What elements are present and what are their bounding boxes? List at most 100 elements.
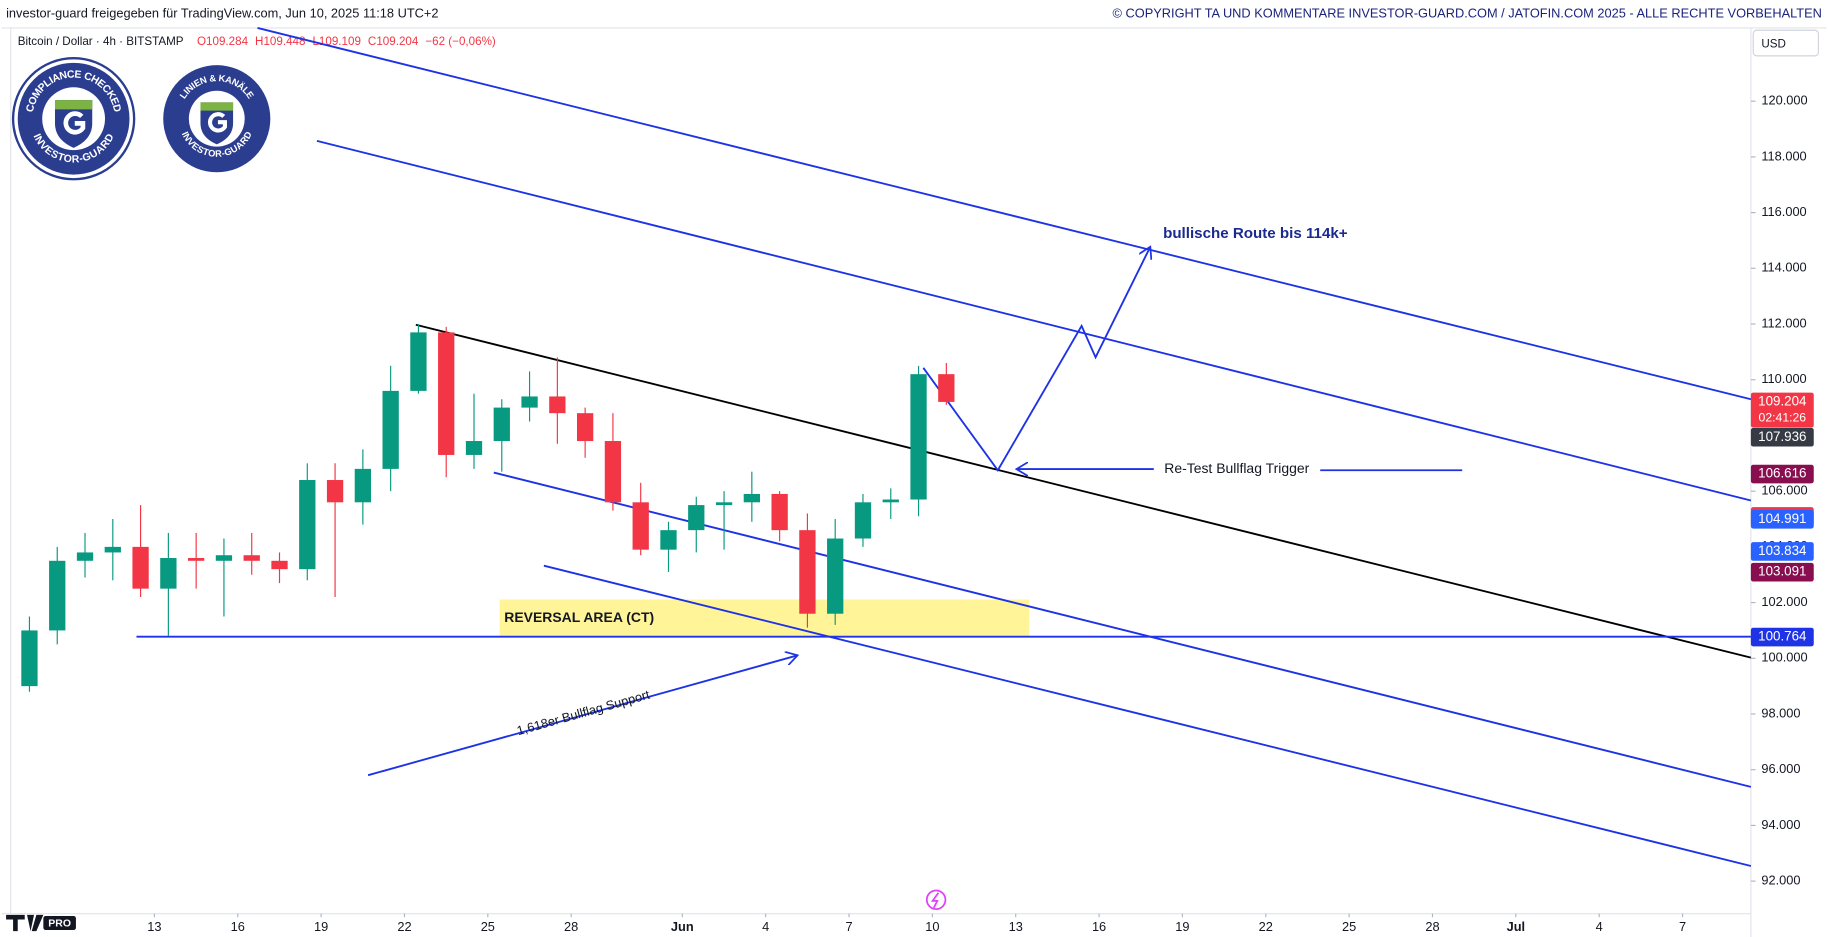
candle-body — [827, 538, 844, 614]
price-tag — [1750, 627, 1814, 647]
x-tick-label: 10 — [925, 919, 939, 934]
channel-line — [316, 139, 1752, 502]
candle-body — [493, 407, 510, 442]
y-tick-label: 102.000 — [1761, 594, 1807, 609]
candle-body — [299, 480, 316, 570]
candle-body — [688, 505, 705, 531]
y-tick-label: 114.000 — [1761, 260, 1806, 275]
x-tick-label: 19 — [1175, 919, 1189, 934]
candle-body — [354, 468, 372, 503]
y-tick-label: 106.000 — [1761, 483, 1807, 498]
price-tag-label: 109.204 — [1758, 393, 1807, 408]
candle-body — [49, 560, 66, 631]
event-icon — [925, 889, 947, 910]
candle-body — [465, 441, 483, 455]
x-tick-label: 22 — [397, 919, 411, 934]
countdown: 02:41:26 — [1759, 410, 1807, 424]
route-path — [922, 247, 1150, 472]
x-tick-label: 4 — [762, 919, 769, 934]
y-tick-label: 92.000 — [1761, 873, 1800, 888]
candle-body — [715, 502, 733, 506]
candle-body — [771, 493, 788, 531]
ohlc-value: C109.204 — [368, 35, 419, 48]
legend: Bitcoin / Dollar · 4h · BITSTAMP O109.28… — [18, 35, 496, 48]
candle-body — [938, 374, 955, 402]
ohlc-value: −62 (−0,06%) — [425, 35, 496, 48]
x-tick-label: 13 — [1009, 919, 1023, 934]
candle-body — [910, 374, 927, 500]
candle-body — [743, 493, 760, 503]
candle-body — [104, 546, 121, 553]
annotation: 1,618er Bullflag Support — [515, 687, 652, 738]
currency-box — [1752, 29, 1819, 57]
x-tick-label: 25 — [481, 919, 495, 934]
x-tick-label: 4 — [1596, 919, 1603, 934]
price-tag-label: 104.991 — [1758, 511, 1806, 526]
y-tick-label: 96.000 — [1761, 761, 1800, 776]
price-tag — [1750, 464, 1814, 484]
reversal-zone — [499, 599, 1030, 637]
candle-body — [215, 555, 233, 561]
x-tick-label: 25 — [1342, 919, 1356, 934]
plot — [21, 324, 955, 692]
candle-body — [76, 552, 94, 561]
candle-body — [854, 502, 872, 539]
badge: LINIEN & KANÄLE INVESTOR-GUARD — [163, 65, 271, 173]
annotation: REVERSAL AREA (CT) — [504, 609, 654, 625]
y-tick-label: 120.000 — [1761, 93, 1807, 108]
price-tag — [1750, 392, 1814, 428]
support-arrow — [367, 655, 798, 777]
price-tag-label: 103.091 — [1758, 564, 1806, 579]
header-left: investor-guard freigegeben für TradingVi… — [6, 5, 438, 20]
channel-line — [257, 27, 1752, 401]
price-tag — [1750, 427, 1814, 447]
candle-body — [382, 390, 399, 469]
pro-badge — [43, 916, 76, 931]
candle-body — [132, 546, 149, 589]
x-tick-label: 13 — [147, 919, 161, 934]
symbol: Bitcoin / Dollar · 4h · BITSTAMP — [18, 35, 184, 48]
event-icon-bolt — [930, 892, 940, 909]
y-tick-label: 98.000 — [1761, 705, 1800, 720]
price-tag — [1750, 562, 1814, 582]
candle-body — [882, 499, 899, 503]
candle-body — [438, 332, 455, 455]
candle-body — [576, 413, 594, 442]
y-tick-label: 94.000 — [1761, 817, 1800, 832]
price-tag — [1750, 509, 1814, 529]
y-tick-label: 116.000 — [1761, 204, 1806, 219]
ohlc-value: L109.109 — [312, 35, 360, 48]
x-tick-label: 7 — [1679, 919, 1686, 934]
annotation: bullische Route bis 114k+ — [1163, 225, 1348, 242]
price-tag — [1750, 542, 1814, 561]
tv-logo — [6, 914, 44, 932]
candle-body — [271, 560, 288, 570]
price-tag-label: 107.936 — [1758, 429, 1806, 444]
price-tag-label: 103.834 — [1758, 543, 1807, 558]
x-tick-label: Jun — [671, 919, 694, 934]
candle-body — [799, 530, 816, 614]
candle-body — [160, 558, 177, 589]
y-tick-label: 112.000 — [1761, 315, 1806, 330]
currency: USD — [1761, 37, 1786, 50]
channel-line — [543, 564, 1752, 867]
candle-body — [521, 396, 538, 408]
x-tick-label: 7 — [845, 919, 852, 934]
x-tick-label: 28 — [564, 919, 578, 934]
flag-line — [415, 323, 1752, 659]
x-tick-label: 16 — [1092, 919, 1106, 934]
badge: COMPLIANCE CHECKED INVESTOR-GUARD — [11, 57, 136, 181]
price-tag-label: 106.616 — [1758, 466, 1806, 481]
y-tick-label: 118.000 — [1761, 148, 1806, 163]
candle-body — [326, 480, 344, 503]
candle-body — [188, 558, 205, 561]
candle-body — [243, 555, 260, 561]
x-tick-label: 22 — [1259, 919, 1273, 934]
candle-body — [660, 530, 677, 550]
x-tick-label: 28 — [1425, 919, 1439, 934]
x-tick-label: 16 — [231, 919, 245, 934]
y-tick-label: 110.000 — [1761, 371, 1806, 386]
header-right: © COPYRIGHT TA UND KOMMENTARE INVESTOR-G… — [1113, 5, 1822, 20]
